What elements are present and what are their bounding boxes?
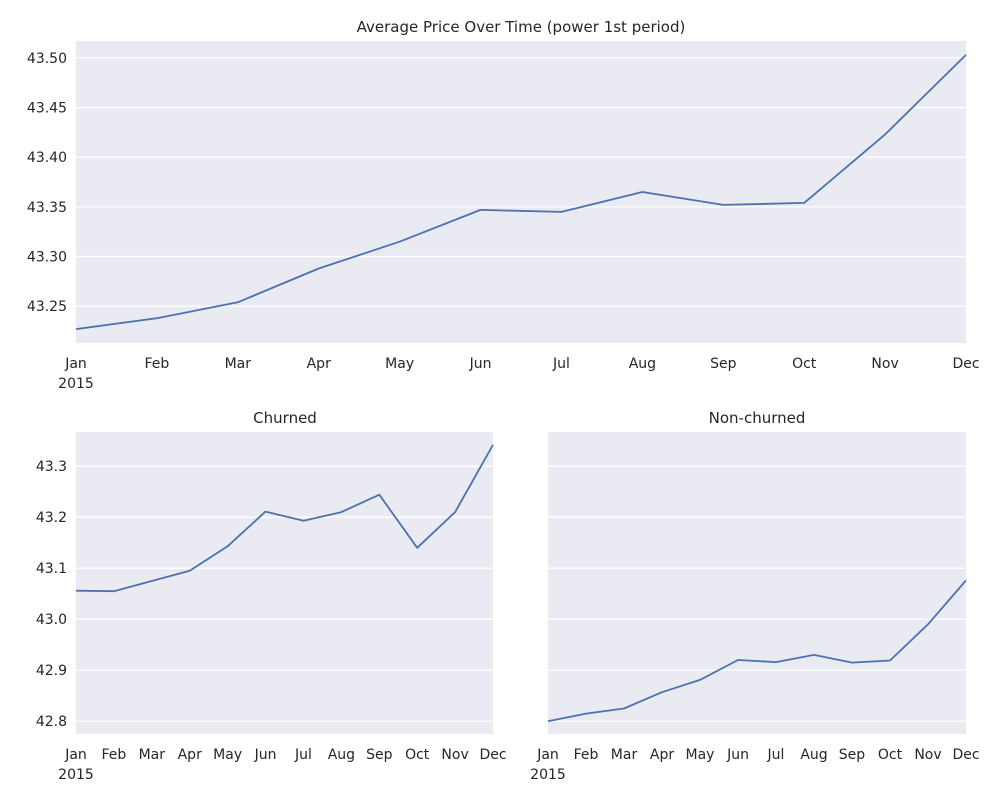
x-tick-label: Dec [952,356,979,372]
y-tick-label: 43.1 [36,561,67,577]
y-tick-label: 43.2 [36,510,67,526]
x-tick-label: Nov [914,747,941,763]
plot-area [76,41,966,343]
x-tick-label: Jul [767,747,785,763]
panel-non-churned: Non-churned Jan Feb Mar Apr May Jun Jul Aug Sep O… [530,409,979,783]
series-line [547,579,967,723]
plot-area [548,432,966,734]
y-tick-label: 43.3 [36,459,67,475]
x-tick-label: Jan [64,747,87,763]
x-tick-label: Dec [479,747,506,763]
x-tick-label: May [385,356,414,372]
x-tick-label: Jun [254,747,277,763]
x-tick-label: Apr [650,747,674,763]
x-tick-label: Aug [328,747,355,763]
x-tick-label: Sep [710,356,737,372]
x-tick-label: Mar [139,747,166,763]
y-tick-label: 43.25 [27,299,67,315]
x-tick-label: May [686,747,715,763]
x-tick-label: Nov [871,356,898,372]
chart-title: Non-churned [709,409,806,427]
x-tick-label: Aug [629,356,656,372]
panel-churned: Churned 42.8 42.9 43.0 43.1 43.2 43.3 Jan Feb Ma… [36,409,507,783]
x-tick-label: Apr [178,747,202,763]
x-year-label: 2015 [58,767,94,783]
y-tick-label: 42.9 [36,663,67,679]
x-tick-label: Jan [536,747,559,763]
y-tick-label: 43.45 [27,101,67,117]
y-tick-label: 43.30 [27,250,67,266]
x-tick-label: Feb [574,747,599,763]
x-tick-label: Jun [469,356,492,372]
chart-title: Average Price Over Time (power 1st perio… [357,18,686,36]
x-tick-label: Feb [102,747,127,763]
x-tick-label: Mar [225,356,252,372]
y-tick-label: 43.50 [27,51,67,67]
plot-area [76,432,493,734]
x-year-label: 2015 [530,767,566,783]
x-tick-label: Jun [726,747,749,763]
chart-title: Churned [253,409,317,427]
x-tick-label: Jan [64,356,87,372]
x-tick-label: Jul [294,747,312,763]
y-tick-label: 43.0 [36,612,67,628]
x-tick-label: Sep [839,747,866,763]
series-line [75,54,967,330]
x-tick-label: Nov [441,747,468,763]
x-tick-label: Mar [611,747,638,763]
panel-average-price: Average Price Over Time (power 1st perio… [27,18,980,392]
y-tick-label: 43.40 [27,150,67,166]
x-tick-label: Oct [878,747,903,763]
x-tick-label: May [213,747,242,763]
x-tick-label: Feb [145,356,170,372]
x-tick-label: Oct [405,747,430,763]
x-tick-label: Jul [552,356,570,372]
y-tick-label: 43.35 [27,200,67,216]
x-tick-label: Oct [792,356,817,372]
x-tick-label: Dec [952,747,979,763]
x-tick-label: Sep [366,747,393,763]
y-tick-label: 42.8 [36,714,67,730]
series-line [75,444,494,593]
x-tick-label: Aug [800,747,827,763]
x-year-label: 2015 [58,376,94,392]
x-tick-label: Apr [307,356,331,372]
